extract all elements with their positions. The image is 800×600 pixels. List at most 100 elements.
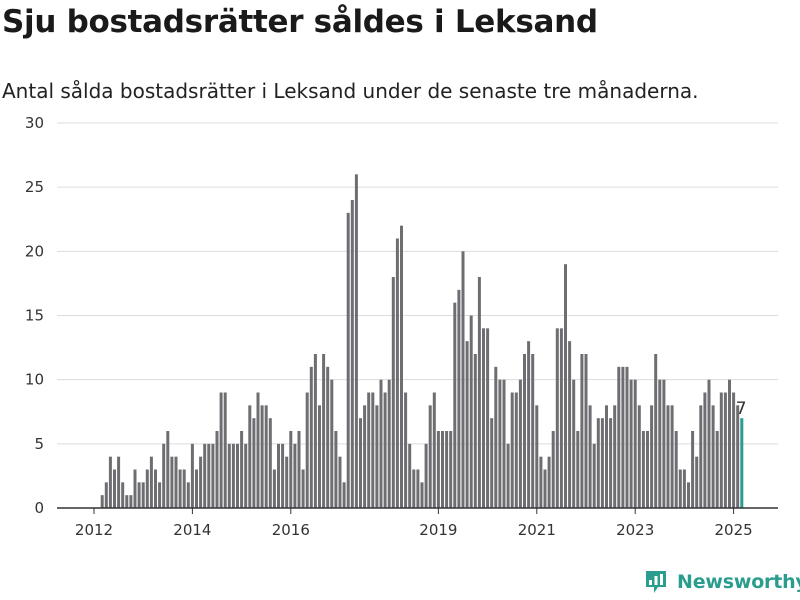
bar: [576, 431, 580, 508]
bar: [715, 431, 719, 508]
bar: [371, 392, 375, 508]
y-tick-label: 30: [25, 114, 44, 132]
bar: [674, 431, 678, 508]
bar: [301, 469, 305, 508]
bar: [178, 469, 182, 508]
bar: [461, 251, 465, 508]
bar: [395, 238, 399, 508]
bar: [285, 456, 289, 508]
newsworthy-logo-icon: [646, 571, 666, 593]
bar: [449, 431, 453, 508]
bar: [428, 405, 432, 508]
bar: [334, 431, 338, 508]
bar: [309, 366, 313, 508]
bar: [650, 405, 654, 508]
bar: [264, 405, 268, 508]
bar: [404, 392, 408, 508]
bar: [215, 431, 219, 508]
y-tick-label: 20: [25, 242, 44, 260]
bar: [621, 366, 625, 508]
bar: [691, 431, 695, 508]
bar: [445, 431, 449, 508]
bar: [240, 431, 244, 508]
bar: [453, 302, 457, 508]
latest-value-label: 7: [736, 399, 747, 419]
bar: [687, 482, 690, 508]
bar: [231, 443, 235, 508]
bar: [588, 405, 592, 508]
bars: [100, 174, 744, 509]
bar: [646, 431, 649, 508]
x-tick-label: 2021: [518, 521, 556, 539]
y-tick-label: 0: [34, 499, 44, 517]
bar: [625, 366, 629, 508]
bar: [108, 456, 112, 508]
chart-title: Sju bostadsrätter såldes i Leksand: [2, 4, 598, 40]
bar: [596, 418, 600, 508]
bar: [391, 277, 395, 508]
bar: [658, 379, 662, 508]
bar: [141, 482, 145, 508]
bar: [531, 354, 535, 508]
bar: [326, 366, 330, 508]
bar: [543, 469, 547, 508]
bar: [506, 443, 510, 508]
bar: [199, 456, 203, 508]
bar: [408, 443, 412, 508]
bar: [457, 289, 461, 508]
gridlines: [57, 122, 778, 445]
bar: [154, 469, 157, 508]
x-tick-label: 2016: [272, 521, 310, 539]
bar: [100, 495, 104, 508]
bar: [580, 354, 584, 508]
x-tick-label: 2012: [75, 521, 113, 539]
bar: [547, 456, 551, 508]
bar: [637, 405, 641, 508]
bar: [555, 328, 559, 508]
bar: [518, 379, 522, 508]
bar: [359, 418, 362, 508]
bar: [166, 431, 170, 508]
bar: [297, 431, 301, 508]
bar: [473, 354, 477, 508]
x-tick-label: 2019: [419, 521, 457, 539]
bar: [469, 315, 473, 508]
bar: [551, 431, 555, 508]
bar: [465, 341, 469, 508]
bar: [223, 392, 227, 508]
bar: [268, 418, 272, 508]
bar: [584, 354, 588, 508]
x-tick-label: 2025: [715, 521, 753, 539]
bar: [416, 469, 420, 508]
bar: [379, 379, 383, 508]
brand-logo[interactable]: Newsworthy: [644, 569, 800, 595]
bar: [641, 431, 645, 508]
bar: [375, 405, 379, 508]
bar: [133, 469, 137, 508]
bar: [600, 418, 604, 508]
bar: [363, 405, 367, 508]
bar: [330, 379, 334, 508]
bar: [605, 405, 608, 508]
bar: [412, 469, 416, 508]
bar: [145, 469, 149, 508]
bar: [174, 456, 178, 508]
bar: [289, 431, 293, 508]
bar: [502, 379, 506, 508]
bar: [203, 443, 207, 508]
bar: [272, 469, 276, 508]
bar: [195, 469, 198, 508]
bar: [383, 392, 387, 508]
bar: [609, 418, 613, 508]
bar: [346, 212, 350, 508]
bar: [277, 443, 280, 508]
bar: [260, 405, 264, 508]
bar: [293, 443, 297, 508]
bar: [158, 482, 162, 508]
bar: [436, 431, 440, 508]
bar: [662, 379, 666, 508]
bar: [227, 443, 231, 508]
bar: [514, 392, 518, 508]
x-tick-label: 2014: [173, 521, 211, 539]
